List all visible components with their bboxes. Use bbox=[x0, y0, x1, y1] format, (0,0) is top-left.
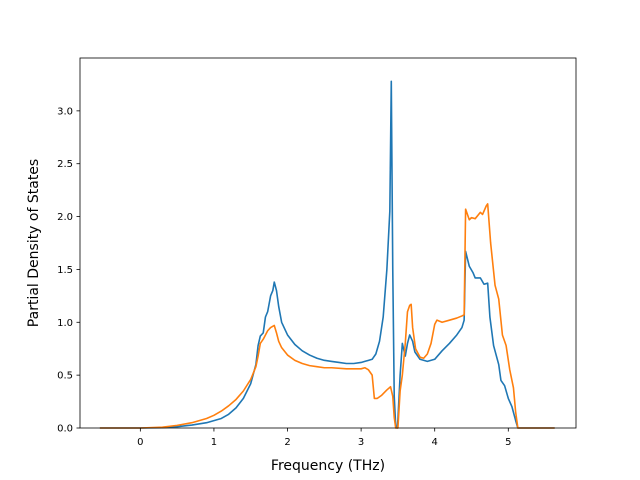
axes-frame bbox=[79, 57, 577, 429]
series-line-2 bbox=[99, 203, 555, 429]
plot-area bbox=[80, 58, 576, 428]
y-tick-label: 1.0 bbox=[57, 318, 73, 329]
y-tick-label: 0.0 bbox=[57, 424, 73, 435]
x-tick-label: 1 bbox=[211, 437, 217, 448]
y-tick-label: 1.5 bbox=[57, 265, 73, 276]
x-tick-label: 0 bbox=[137, 437, 143, 448]
x-tick-label: 5 bbox=[505, 437, 511, 448]
series-layer bbox=[99, 80, 555, 429]
x-tick-label: 3 bbox=[358, 437, 364, 448]
y-tick-label: 2.5 bbox=[57, 159, 73, 170]
x-tick-label: 2 bbox=[284, 437, 290, 448]
x-axis-label: Frequency (THz) bbox=[271, 458, 385, 474]
x-tick-label: 4 bbox=[432, 437, 438, 448]
y-ticks: 0.0 0.5 1.0 1.5 2.0 2.5 3.0 bbox=[57, 106, 80, 435]
x-ticks: 0 1 2 3 4 5 bbox=[137, 428, 511, 448]
y-axis-label: Partial Density of States bbox=[26, 159, 42, 327]
y-tick-label: 0.5 bbox=[57, 371, 73, 382]
y-tick-label: 3.0 bbox=[57, 106, 73, 117]
series-line-1 bbox=[99, 80, 555, 429]
y-tick-label: 2.0 bbox=[57, 212, 73, 223]
